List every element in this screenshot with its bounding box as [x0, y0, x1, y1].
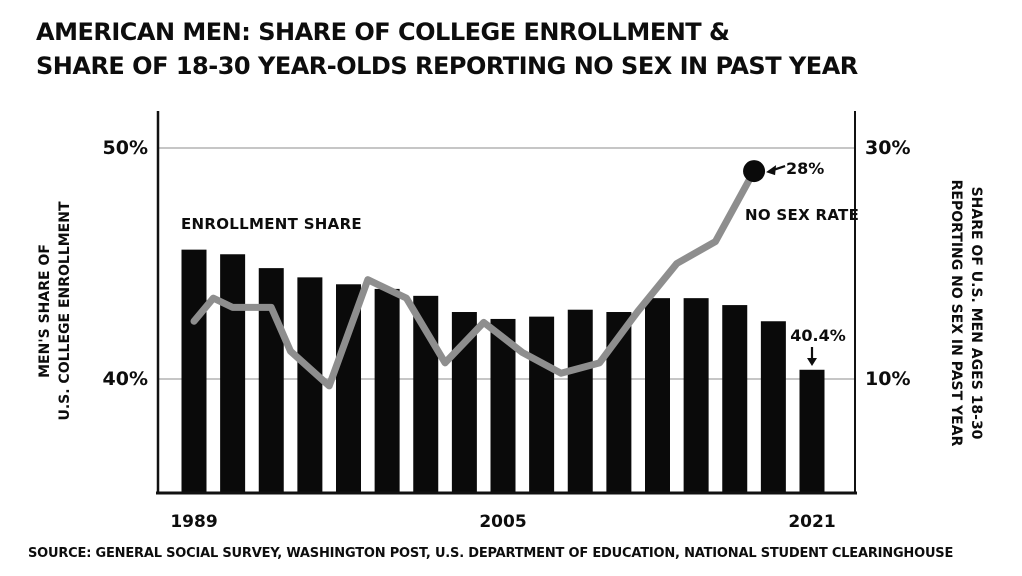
enrollment-share-label: ENROLLMENT SHARE — [181, 215, 362, 233]
right-axis-title-line1: SHARE OF U.S. MEN AGES 18-30 — [968, 186, 984, 440]
x-axis-label-2021: 2021 — [788, 512, 836, 532]
enrollment-share-bar — [529, 316, 555, 493]
no-sex-rate-label: NO SEX RATE — [745, 206, 860, 224]
enrollment-share-bar — [258, 268, 284, 493]
enrollment-share-bar — [683, 298, 709, 493]
left-axis-tick-40: 40% — [102, 368, 148, 390]
enrollment-share-bar — [181, 249, 207, 493]
line-end-dot — [743, 160, 766, 183]
right-axis-tick-10: 10% — [865, 368, 911, 390]
arrow-to-dot-head-icon — [766, 165, 777, 176]
x-axis-label-2005: 2005 — [479, 512, 527, 532]
line-end-value-label: 28% — [786, 159, 825, 178]
source-credit: SOURCE: GENERAL SOCIAL SURVEY, WASHINGTO… — [28, 546, 954, 561]
last-bar-value-label: 40.4% — [790, 326, 846, 345]
enrollment-share-bar — [722, 305, 748, 493]
left-axis-title-line1: MEN'S SHARE OF — [37, 244, 53, 378]
chart-title-line2: SHARE OF 18-30 YEAR-OLDS REPORTING NO SE… — [36, 52, 858, 80]
x-axis-label-1989: 1989 — [170, 512, 218, 532]
chart-title-line1: AMERICAN MEN: SHARE OF COLLEGE ENROLLMEN… — [36, 18, 730, 46]
no-sex-rate-line — [190, 167, 758, 390]
enrollment-share-bar — [645, 298, 670, 493]
left-axis-title-line2: U.S. COLLEGE ENROLLMENT — [57, 201, 73, 421]
enrollment-share-bar — [374, 288, 400, 493]
arrow-to-last-bar-head-icon — [807, 358, 817, 366]
enrollment-share-bar — [220, 254, 246, 493]
right-axis-tick-30: 30% — [865, 137, 911, 159]
right-axis-title-line2: REPORTING NO SEX IN PAST YEAR — [948, 179, 964, 447]
right-axis-title: SHARE OF U.S. MEN AGES 18-30 REPORTING N… — [946, 153, 986, 473]
enrollment-share-bar — [799, 369, 825, 493]
enrollment-share-bar — [567, 309, 593, 493]
enrollment-share-bar — [297, 277, 323, 493]
left-axis-tick-50: 50% — [102, 137, 148, 159]
left-axis-title: MEN'S SHARE OF U.S. COLLEGE ENROLLMENT — [35, 151, 75, 471]
enrollment-share-bar — [760, 321, 786, 493]
